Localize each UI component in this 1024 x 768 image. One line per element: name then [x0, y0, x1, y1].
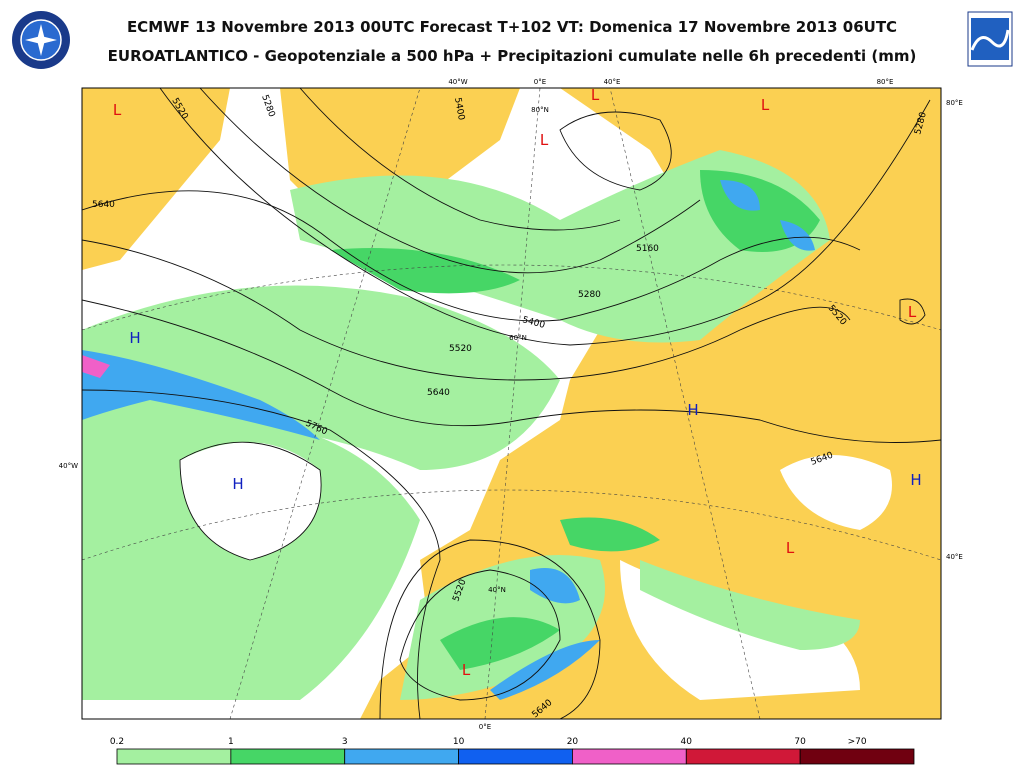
high-center: H	[129, 329, 140, 347]
low-center: L	[540, 131, 549, 149]
high-center: H	[232, 475, 243, 493]
title: ECMWF 13 Novembre 2013 00UTC Forecast T+…	[127, 18, 897, 36]
map-area	[82, 88, 941, 719]
graticule-label: 80°E	[946, 99, 963, 107]
graticule-label: 40°E	[604, 78, 621, 86]
contour-label: 5160	[636, 244, 659, 254]
legend-swatch	[685, 748, 801, 765]
legend-tick-label: 0.2	[110, 737, 124, 747]
low-center: L	[761, 96, 770, 114]
low-center: L	[591, 86, 600, 104]
legend: 0.2 1 3 10 20 40 70 >70	[110, 737, 915, 765]
legend-swatch	[799, 748, 915, 765]
contour-label: 5280	[578, 290, 601, 300]
graticule-label: 0°E	[534, 78, 546, 86]
legend-swatch	[116, 748, 232, 765]
graticule-label: 80°E	[877, 78, 894, 86]
graticule-label: 80°N	[531, 106, 549, 114]
low-center: L	[462, 661, 471, 679]
high-center: H	[687, 401, 698, 419]
contour-label: 5520	[449, 344, 472, 354]
graticule-labels: 40°W 0°E 40°E 80°E 80°E 40°E 40°W 0°E 80…	[59, 78, 963, 731]
low-center: L	[908, 303, 917, 321]
legend-tick-label: 70	[794, 737, 806, 747]
legend-tick-label: 20	[567, 737, 579, 747]
legend-tick-label: 40	[681, 737, 693, 747]
graticule-label: 0°E	[479, 723, 491, 731]
legend-tick-label: >70	[848, 737, 867, 747]
logo-left	[12, 11, 70, 69]
logo-right	[967, 11, 1013, 67]
legend-tick-label: 3	[342, 737, 348, 747]
map-frame	[81, 87, 942, 720]
high-center: H	[910, 471, 921, 489]
graticule-label: 40°W	[448, 78, 467, 86]
legend-tick-label: 1	[228, 737, 234, 747]
low-center: L	[113, 101, 122, 119]
contour-label: 5640	[92, 200, 115, 210]
legend-swatch	[458, 748, 573, 765]
graticule-label: 40°N	[488, 586, 506, 594]
contour-label: 5640	[427, 388, 450, 398]
legend-swatch	[344, 748, 459, 765]
legend-tick-label: 10	[453, 737, 465, 747]
graticule-label: 40°E	[946, 553, 963, 561]
pressure-centers: L L L L L L L H H H H	[113, 86, 922, 679]
graticule-label: 40°W	[59, 462, 78, 470]
legend-swatch	[230, 748, 346, 765]
subtitle: EUROATLANTICO - Geopotenziale a 500 hPa …	[108, 47, 917, 65]
graticule-label: 60°N	[509, 334, 527, 342]
legend-swatch	[572, 748, 687, 765]
low-center: L	[786, 539, 795, 557]
contour-label: 5400	[452, 97, 466, 122]
